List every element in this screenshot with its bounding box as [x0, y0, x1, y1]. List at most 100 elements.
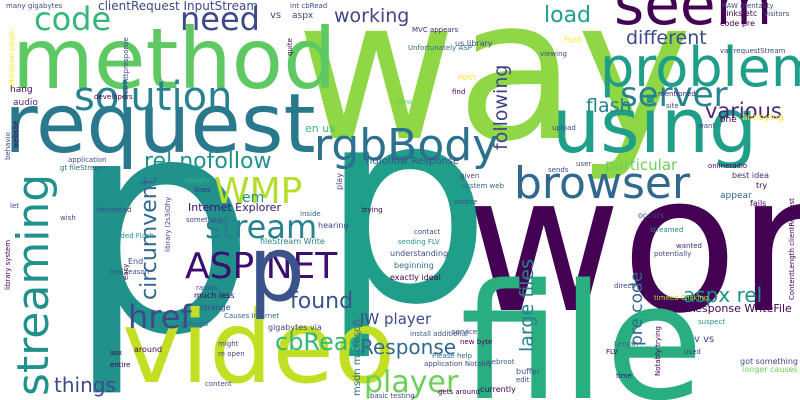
word: video [122, 289, 395, 400]
word: real reason [110, 268, 149, 276]
word: gt fileStream [60, 164, 106, 172]
word: Response [360, 335, 456, 359]
word: try [756, 181, 767, 190]
word: given [460, 172, 479, 180]
word: solution [74, 74, 232, 120]
word: load [544, 3, 591, 28]
word: Causes Internet [224, 312, 279, 320]
word: ContentLength clientRequest [788, 198, 796, 300]
word: fails [750, 199, 766, 208]
word: currently [480, 385, 516, 394]
word: potentially [654, 250, 691, 258]
word: using [552, 81, 757, 170]
word: working [334, 5, 409, 27]
word: play [335, 173, 344, 190]
word: fileStream Write [260, 237, 325, 246]
word: user [576, 160, 591, 168]
word: one [720, 115, 737, 125]
word: href [128, 298, 192, 336]
word: service [452, 328, 477, 336]
word: time [616, 372, 632, 380]
word: embedded Flash [96, 232, 154, 240]
word: longer causes [742, 365, 798, 374]
word: hang [10, 85, 33, 95]
word: interested [96, 206, 132, 214]
word: audio [13, 98, 38, 108]
word: code pre [720, 19, 755, 28]
word: em [242, 190, 264, 206]
word: gigabytes via [268, 323, 322, 332]
word: additional plugin [8, 29, 16, 88]
word: find [452, 88, 465, 96]
word: viewing [540, 50, 567, 58]
word: cbRead [275, 328, 364, 356]
word: site [666, 102, 679, 110]
word: sending FLV [398, 238, 440, 246]
word: MVC appears [412, 26, 459, 34]
word: seem [614, 0, 772, 38]
word: player [364, 365, 459, 400]
word: p [248, 217, 305, 322]
word: msdn microsoft [352, 318, 363, 396]
word: let [10, 202, 19, 210]
word: clientRequest InputStream [98, 0, 258, 13]
word: reliable [184, 177, 210, 185]
word: allow [394, 98, 412, 106]
word: web httpresponse [122, 37, 130, 100]
word: behavio [4, 132, 12, 160]
word: occurs [638, 211, 664, 220]
word: mentioned [658, 90, 696, 98]
word: library system [4, 240, 12, 290]
word: en us [305, 122, 335, 135]
word: install additional [410, 330, 468, 338]
word: entire [110, 361, 130, 369]
word: var requestStream [720, 47, 786, 55]
word: buffer [516, 367, 541, 376]
word: inside [300, 210, 321, 218]
word: Unfortunately ASP [408, 44, 472, 52]
word: rel nofollow [144, 149, 272, 174]
word: work [466, 134, 800, 355]
word: library l2s3iOhy [164, 197, 172, 252]
word: developers [94, 93, 133, 101]
word: nofollow Response [366, 156, 459, 167]
word: application Notably [424, 360, 492, 368]
word: file [460, 249, 704, 400]
word: us library [455, 39, 493, 48]
word: exactly ideal [390, 273, 441, 282]
word: around [134, 345, 162, 354]
word: much less [194, 291, 234, 300]
word: p [66, 52, 256, 400]
word: ASP NET [185, 246, 338, 287]
word: suspect [698, 318, 725, 326]
word: edit [516, 376, 530, 384]
word: system web [462, 182, 505, 190]
word: onlineradio [708, 162, 747, 170]
word: stream [205, 208, 317, 246]
word: pre code [627, 272, 647, 346]
word: circumvent [137, 176, 162, 300]
word: server [620, 75, 728, 115]
word: visitors [764, 10, 790, 18]
word: way [296, 0, 692, 185]
word: particular [605, 156, 678, 174]
word: p [320, 49, 491, 364]
word: might [218, 340, 239, 348]
word: flash [586, 95, 632, 117]
word: new byte [460, 338, 492, 346]
word: want [698, 122, 715, 130]
word: large files [516, 259, 538, 352]
word: website [12, 121, 20, 148]
word: wish [60, 214, 76, 222]
word: easy [122, 264, 130, 280]
word: method [12, 10, 336, 108]
word: vs [270, 10, 281, 21]
word: quite [286, 38, 294, 56]
word: links etc [724, 9, 757, 18]
word: things [54, 373, 116, 397]
word: content [205, 380, 232, 388]
word: googled [180, 320, 208, 328]
word: strange [200, 303, 231, 312]
